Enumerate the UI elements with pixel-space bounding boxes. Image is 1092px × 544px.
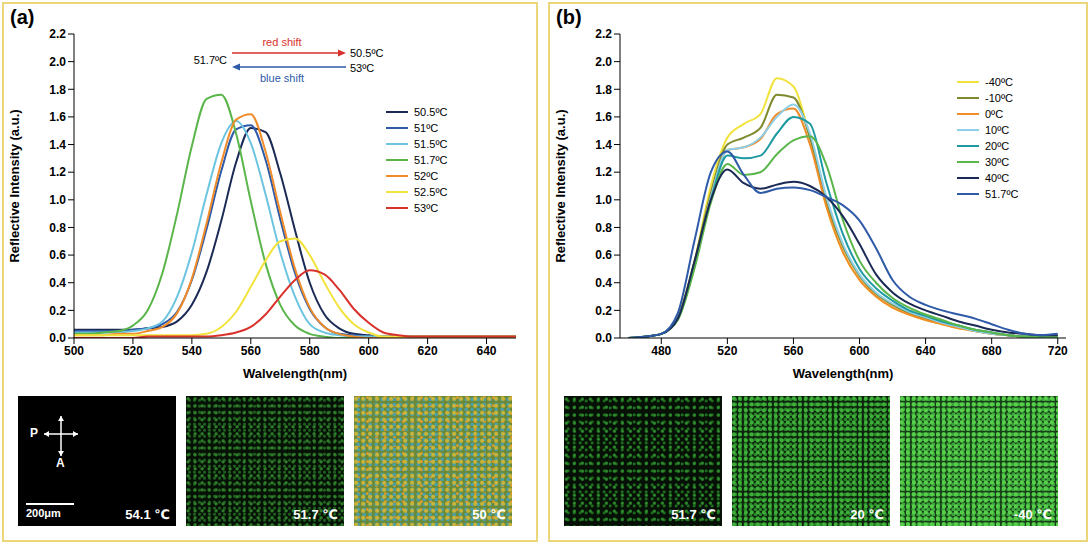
html-text:50 ℃: 50 ℃ (472, 507, 506, 522)
svg-text:2.0: 2.0 (49, 55, 66, 69)
html-text:51.7ºC: 51.7ºC (985, 188, 1019, 200)
html-text:10ºC: 10ºC (985, 124, 1010, 136)
svg-text:51.7ºC: 51.7ºC (194, 54, 227, 66)
svg-text:1.8: 1.8 (595, 83, 612, 97)
svg-text:720: 720 (1048, 344, 1068, 358)
svg-text:600: 600 (359, 344, 379, 358)
svg-text:0.8: 0.8 (595, 221, 612, 235)
html-text:40ºC: 40ºC (985, 172, 1010, 184)
svg-text:600: 600 (850, 344, 870, 358)
svg-text:580: 580 (300, 344, 320, 358)
html-text:51.7 ℃: 51.7 ℃ (293, 507, 338, 522)
svg-text:2.0: 2.0 (595, 55, 612, 69)
html-text:200μm: 200μm (26, 507, 61, 519)
svg-text:1.4: 1.4 (49, 138, 66, 152)
svg-text:520: 520 (717, 344, 737, 358)
html-text:20ºC: 20ºC (985, 140, 1010, 152)
svg-text:1.4: 1.4 (595, 138, 612, 152)
svg-text:620: 620 (418, 344, 438, 358)
svg-text:0.2: 0.2 (49, 304, 66, 318)
svg-text:640: 640 (477, 344, 497, 358)
html-text:52ºC: 52ºC (414, 170, 439, 182)
html-text:53ºC: 53ºC (414, 202, 439, 214)
svg-text:50.5ºC: 50.5ºC (350, 47, 383, 59)
svg-text:2.2: 2.2 (49, 27, 66, 41)
svg-text:1.2: 1.2 (49, 165, 66, 179)
html-text:51.7 ℃: 51.7 ℃ (671, 507, 716, 522)
svg-text:0.8: 0.8 (49, 221, 66, 235)
svg-text:1.8: 1.8 (49, 83, 66, 97)
html-text:0ºC: 0ºC (985, 108, 1004, 120)
svg-text:1.6: 1.6 (595, 110, 612, 124)
svg-text:0.0: 0.0 (595, 331, 612, 345)
svg-text:Reflective Intensity (a.u.): Reflective Intensity (a.u.) (553, 109, 568, 262)
svg-text:480: 480 (651, 344, 671, 358)
html-text:A: A (56, 456, 65, 470)
html-text:51.5ºC: 51.5ºC (414, 138, 448, 150)
svg-text:Wavelength(nm): Wavelength(nm) (793, 366, 894, 381)
svg-text:1.0: 1.0 (49, 193, 66, 207)
html-text:30ºC: 30ºC (985, 156, 1010, 168)
html-text:-10ºC: -10ºC (985, 92, 1013, 104)
svg-text:520: 520 (123, 344, 143, 358)
html-text:(b): (b) (556, 6, 582, 28)
svg-text:0.4: 0.4 (49, 276, 66, 290)
svg-text:blue shift: blue shift (260, 72, 304, 84)
html-text:(a): (a) (10, 6, 35, 28)
svg-text:560: 560 (783, 344, 803, 358)
svg-text:2.2: 2.2 (595, 27, 612, 41)
html-text:54.1 ℃: 54.1 ℃ (125, 507, 170, 522)
svg-text:0.4: 0.4 (595, 276, 612, 290)
svg-text:0.2: 0.2 (595, 304, 612, 318)
svg-text:53ºC: 53ºC (350, 62, 374, 74)
html-text:50.5ºC: 50.5ºC (414, 106, 448, 118)
svg-text:1.2: 1.2 (595, 165, 612, 179)
html-text:51ºC: 51ºC (414, 122, 439, 134)
html-text:-40 ℃: -40 ℃ (1013, 507, 1052, 522)
html-text:-40ºC: -40ºC (985, 76, 1013, 88)
svg-text:1.0: 1.0 (595, 193, 612, 207)
html-text:52.5ºC: 52.5ºC (414, 186, 448, 198)
svg-text:0.6: 0.6 (49, 248, 66, 262)
svg-text:500: 500 (64, 344, 84, 358)
svg-text:1.6: 1.6 (49, 110, 66, 124)
svg-text:560: 560 (241, 344, 261, 358)
svg-text:Walvelength(nm): Walvelength(nm) (243, 366, 347, 381)
svg-text:Reflective Intensity (a.u.): Reflective Intensity (a.u.) (7, 109, 22, 262)
svg-text:0.6: 0.6 (595, 248, 612, 262)
svg-text:0.0: 0.0 (49, 331, 66, 345)
svg-text:680: 680 (982, 344, 1002, 358)
svg-text:640: 640 (916, 344, 936, 358)
html-text:P: P (30, 426, 38, 440)
html-text:51.7ºC: 51.7ºC (414, 154, 448, 166)
svg-text:red shift: red shift (262, 36, 301, 48)
svg-text:540: 540 (182, 344, 202, 358)
html-text:20 ℃: 20 ℃ (850, 507, 884, 522)
